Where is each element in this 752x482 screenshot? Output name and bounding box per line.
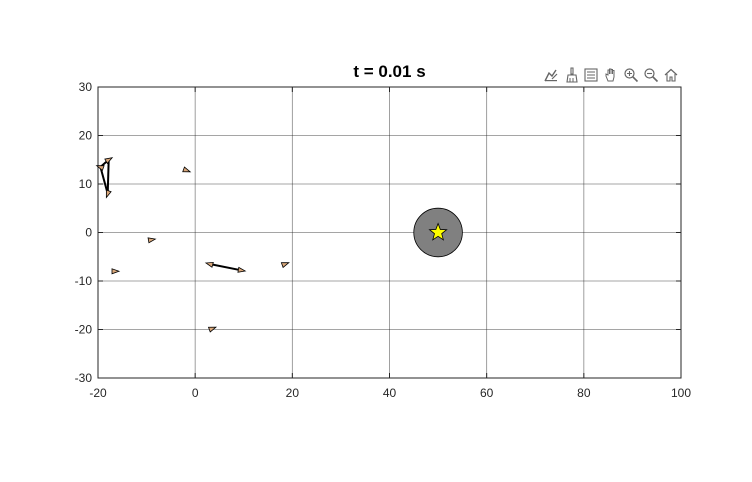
zoom-in-icon xyxy=(623,68,638,83)
legend-icon xyxy=(583,68,598,82)
agent-marker xyxy=(95,165,105,172)
agent-marker xyxy=(111,268,121,275)
grid-lines xyxy=(98,87,681,378)
zoom-in-button[interactable] xyxy=(621,66,640,85)
x-tick-label: 20 xyxy=(286,386,300,400)
x-tick-labels: -20 0 20 40 60 80 100 xyxy=(89,386,691,400)
agent-marker xyxy=(207,326,218,333)
home-icon xyxy=(664,68,677,82)
agent-marker xyxy=(204,261,214,268)
brush-button[interactable] xyxy=(561,66,580,85)
legend-button[interactable] xyxy=(581,66,600,85)
tick-marks xyxy=(97,86,682,379)
agent-marker xyxy=(280,262,290,269)
y-tick-label: 10 xyxy=(79,177,93,191)
x-tick-label: 60 xyxy=(480,386,494,400)
pan-icon xyxy=(605,68,614,82)
agent-marker xyxy=(237,266,247,273)
agent-marker xyxy=(105,189,112,199)
data-tips-icon xyxy=(543,69,557,82)
y-tick-label: 30 xyxy=(79,80,93,94)
x-tick-label: -20 xyxy=(89,386,107,400)
data-tips-button[interactable] xyxy=(541,66,560,85)
zoom-out-icon xyxy=(643,68,658,83)
axes-toolbar xyxy=(541,65,680,85)
zoom-out-button[interactable] xyxy=(641,66,660,85)
agents xyxy=(95,157,290,333)
pan-button[interactable] xyxy=(601,66,620,85)
y-tick-labels: -30 -20 -10 0 10 20 30 xyxy=(75,80,93,385)
y-tick-label: 0 xyxy=(85,226,92,240)
agent-link xyxy=(106,159,110,194)
agent-marker xyxy=(147,237,157,244)
y-tick-label: -30 xyxy=(75,371,93,385)
y-tick-label: -10 xyxy=(75,274,93,288)
agent-marker xyxy=(104,157,114,165)
x-tick-label: 80 xyxy=(577,386,591,400)
chart-title: t = 0.01 s xyxy=(353,62,425,81)
y-tick-label: -20 xyxy=(75,323,93,337)
agent-link xyxy=(209,263,242,272)
target-group xyxy=(413,207,463,258)
agent-links xyxy=(99,158,242,272)
x-tick-label: 40 xyxy=(383,386,397,400)
x-tick-label: 0 xyxy=(192,386,199,400)
y-tick-label: 20 xyxy=(79,129,93,143)
x-tick-label: 100 xyxy=(671,386,691,400)
agent-link xyxy=(99,166,109,194)
agent-marker xyxy=(182,166,192,173)
target-star-marker xyxy=(428,222,448,241)
brush-icon xyxy=(565,67,578,83)
home-button[interactable] xyxy=(661,66,680,85)
